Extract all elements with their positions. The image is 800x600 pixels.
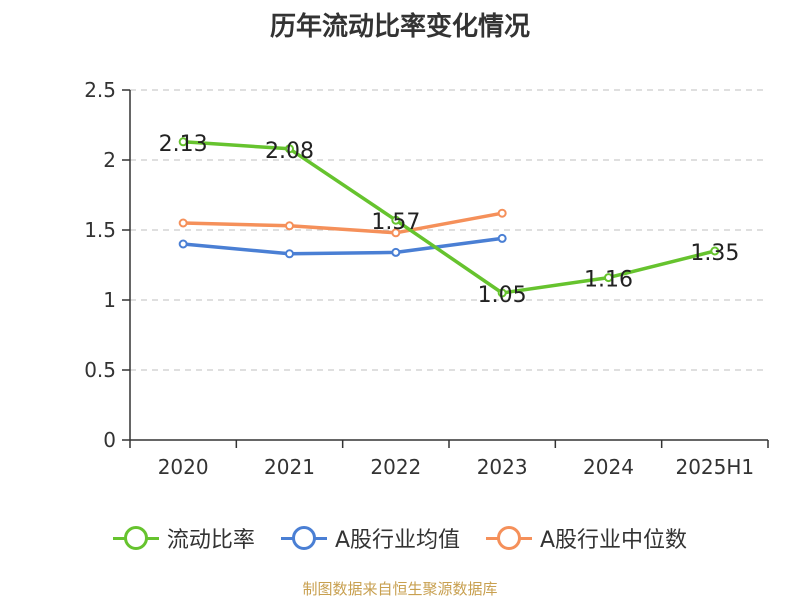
- legend-label: A股行业中位数: [540, 528, 688, 553]
- legend-marker-icon: [486, 526, 532, 550]
- y-tick-label: 1.5: [84, 218, 116, 242]
- data-point: [391, 215, 401, 225]
- axes: 0 0.5 1 1.5 2 2.5 2020 2021 2022 2023 2024 2025H1: [84, 78, 769, 479]
- legend: 流动比率 A股行业均值 A股行业中位数: [0, 518, 800, 558]
- data-point: [391, 247, 401, 257]
- data-point: [178, 239, 188, 249]
- data-point: [604, 273, 613, 283]
- data-point: [178, 218, 188, 228]
- y-tick-label: 2.5: [84, 78, 116, 102]
- data-label: 1.16: [584, 268, 633, 293]
- y-tick-label: 2: [103, 148, 116, 172]
- grid-lines: [130, 89, 768, 371]
- data-point: [391, 228, 401, 238]
- series-lines: [178, 137, 720, 298]
- data-point: [710, 246, 720, 256]
- x-tick-label: 2020: [158, 455, 209, 479]
- legend-item[interactable]: A股行业均值: [280, 522, 460, 554]
- x-tick-label: 2024: [583, 455, 634, 479]
- data-point: [497, 208, 507, 218]
- y-tick-label: 0: [103, 428, 116, 452]
- legend-marker-icon: [280, 526, 327, 550]
- y-tick-label: 0.5: [84, 358, 116, 382]
- series-line: [183, 211, 503, 235]
- legend-item[interactable]: 流动比率: [112, 522, 255, 554]
- legend-label: 流动比率: [166, 528, 255, 553]
- x-tick-label: 2025H1: [675, 455, 754, 479]
- data-point: [497, 233, 507, 243]
- data-point: [285, 249, 294, 259]
- data-point: [285, 144, 294, 154]
- y-tick-label: 1: [103, 288, 116, 312]
- legend-label: A股行业均值: [334, 528, 460, 553]
- data-labels: 2.13 2.08 1.57 1.05 1.16 1.35: [159, 132, 740, 308]
- x-tick-label: 2022: [370, 455, 421, 479]
- data-label: 1.57: [371, 210, 420, 235]
- legend-item[interactable]: A股行业中位数: [486, 522, 687, 554]
- data-label: 2.13: [159, 132, 208, 157]
- x-tick-label: 2021: [264, 455, 315, 479]
- source-note: 制图数据来自恒生聚源数据库: [302, 580, 498, 598]
- data-label: 1.35: [690, 241, 739, 266]
- data-point: [497, 288, 507, 298]
- x-tick-label: 2023: [477, 455, 528, 479]
- chart-title: 历年流动比率变化情况: [269, 12, 530, 42]
- data-point: [285, 221, 294, 231]
- legend-marker-icon: [112, 526, 159, 550]
- data-point: [178, 137, 188, 147]
- data-label: 2.08: [265, 139, 314, 164]
- series-line: [183, 140, 716, 295]
- series-line: [183, 236, 503, 256]
- data-label: 1.05: [478, 283, 527, 308]
